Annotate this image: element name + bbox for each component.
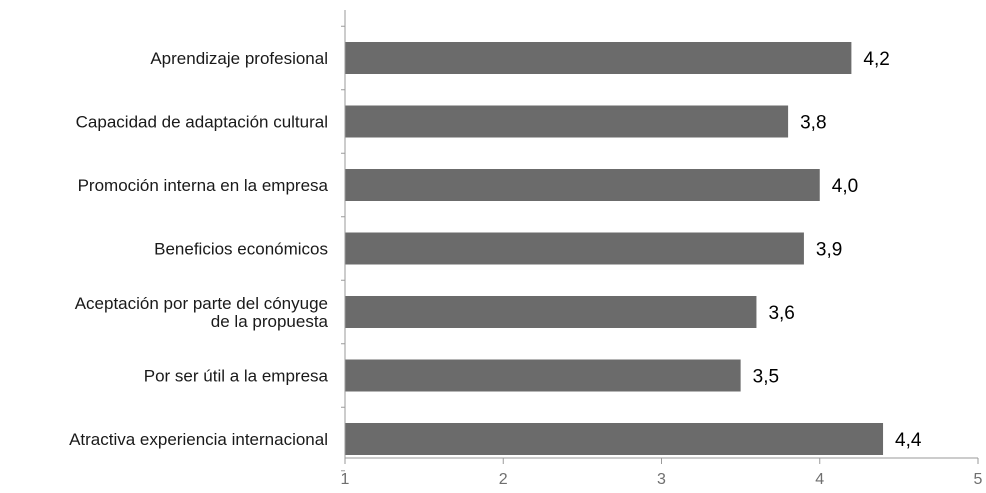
bar-4	[345, 296, 757, 328]
value-label-2: 4,0	[832, 176, 858, 197]
bar-3	[345, 232, 804, 265]
value-label-4: 3,6	[768, 303, 794, 324]
category-label-3: Beneficios económicos	[154, 240, 328, 259]
category-label-6: Atractiva experiencia internacional	[69, 430, 328, 449]
x-tick-label-0: 1	[341, 471, 350, 488]
category-label-5: Por ser útil a la empresa	[144, 367, 329, 386]
value-label-1: 3,8	[800, 113, 826, 134]
category-label-4-line-1: de la propuesta	[211, 312, 329, 331]
axes-layer	[341, 10, 979, 472]
bar-6	[345, 423, 884, 455]
x-tick-label-1: 2	[499, 471, 508, 488]
labels-layer: 4,2 Aprendizaje profesional 3,8 Capacidad d…	[69, 49, 982, 488]
x-tick-label-3: 4	[815, 471, 824, 488]
value-label-0: 4,2	[863, 49, 889, 70]
category-label-0: Aprendizaje profesional	[150, 49, 328, 68]
bar-1	[345, 105, 789, 138]
bars-layer	[345, 42, 884, 455]
category-label-4-line-0: Aceptación por parte del cónyuge	[75, 294, 328, 313]
category-label-1: Capacidad de adaptación cultural	[76, 113, 328, 132]
value-label-5: 3,5	[753, 367, 779, 388]
bar-2	[345, 169, 820, 201]
x-tick-label-2: 3	[657, 471, 666, 488]
value-label-3: 3,9	[816, 240, 842, 261]
bar-0	[345, 42, 852, 74]
category-label-2: Promoción interna en la empresa	[78, 176, 329, 195]
x-tick-label-4: 5	[974, 471, 983, 488]
bar-5	[345, 359, 741, 392]
value-label-6: 4,4	[895, 430, 922, 451]
